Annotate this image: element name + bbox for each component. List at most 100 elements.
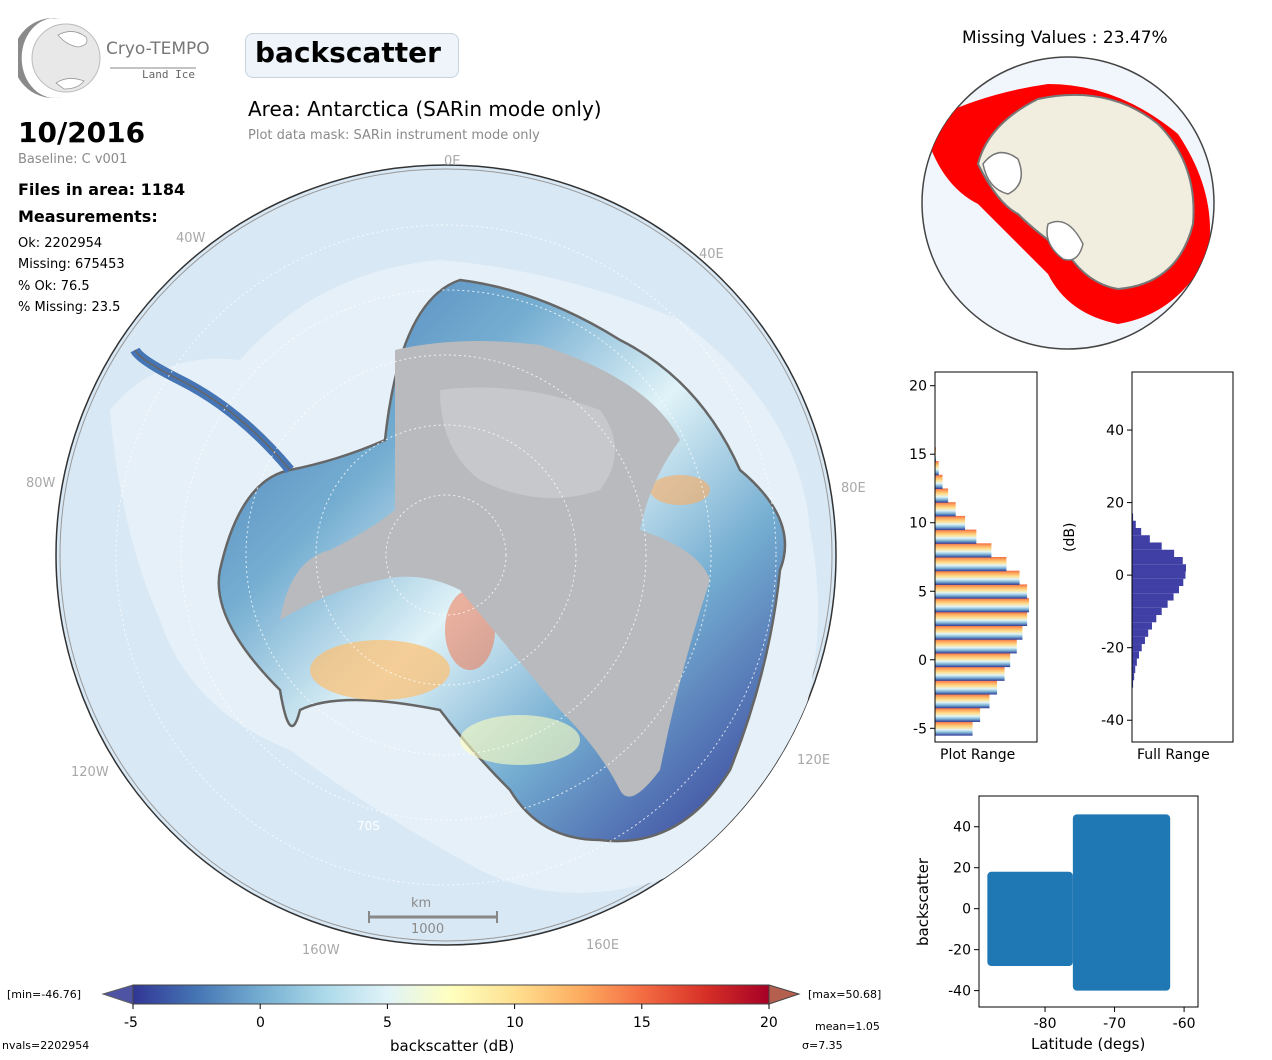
measurements-title: Measurements: [18,207,158,226]
main-map [55,164,837,946]
logo-subtitle: Land Ice [142,68,195,81]
lon-label-40e: 40E [699,247,724,262]
ok-count: Ok: 2202954 [18,236,103,251]
pct-ok: % Ok: 76.5 [18,279,90,294]
scatter-ytick: -20 [948,943,971,959]
scatter-ytick: -40 [948,984,971,1000]
full-range-ytick: -40 [1101,713,1124,729]
full-range-ytick: 40 [1106,423,1124,439]
colorbar-min: [min=-46.76] [7,988,82,1001]
plot-range-bar [935,721,973,736]
sigma-label: σ=7.35 [802,1039,843,1052]
full-range-bar [1132,527,1142,536]
full-range-bar [1132,549,1175,557]
cb-tick-10: 10 [506,1015,524,1031]
lon-label-160e: 160E [586,938,620,953]
scale-value: 1000 [411,922,445,937]
plot-range-bar [935,611,1028,627]
plot-range-bar [935,598,1029,613]
plot-range-bar [935,652,1011,668]
inset-title: Missing Values : 23.47% [962,28,1168,48]
pct-missing: % Missing: 23.5 [18,300,121,315]
plot-range-bar [935,488,949,503]
lon-label-120w: 120W [71,765,109,780]
plot-range-bar [935,529,977,544]
full-range-bar [1132,557,1183,565]
scatter-ylabel: backscatter [914,857,932,946]
plot-range-ytick: 0 [918,653,927,669]
full-range-bar [1132,665,1136,674]
full-range-bar [1132,636,1145,645]
plot-range-ytick: 5 [918,584,927,600]
variable-title-box [245,33,459,78]
full-range-bar [1132,513,1134,521]
variable-title: backscatter [255,36,441,69]
full-range-bar [1132,542,1162,550]
latitude-scatter: -80 -70 -60 40 20 0 -20 -40 [948,795,1199,1032]
full-range-bar [1132,586,1179,594]
missing-values-inset [921,56,1215,350]
files-label: Files in area: 1184 [18,180,186,199]
full-range-bar [1132,622,1152,630]
full-range-bar [1132,607,1162,616]
plot-range-bar [935,680,998,695]
full-range-bar [1132,535,1150,543]
plot-range-bar [935,639,1017,654]
graticule [115,224,777,886]
scatter-xtick: -70 [1103,1016,1126,1032]
missing-count: Missing: 675453 [18,257,125,272]
scatter-ytick: 40 [953,820,971,836]
lon-label-40w: 40W [176,231,206,246]
full-range-bar [1132,571,1186,579]
full-range-bar [1132,615,1157,623]
plot-range-bar [935,570,1020,585]
plot-range-bar [935,543,992,558]
plot-range-ytick: 20 [909,379,927,395]
lon-label-80e: 80E [841,481,866,496]
area-title: Area: Antarctica (SARin mode only) [248,97,602,121]
plot-range-bar [935,666,1005,681]
full-range-ytick: 20 [1106,496,1124,512]
plot-range-ytick: 10 [909,516,927,532]
scatter-ytick: 20 [953,861,971,877]
scatter-point-cloud [987,871,1073,967]
plot-range-histogram: 20 15 10 5 0 -5 [909,371,1038,743]
full-range-ylabel: (dB) [1062,522,1078,552]
nvals-label: nvals=2202954 [2,1039,90,1052]
scatter-xtick: -80 [1034,1016,1057,1032]
lon-label-0e: 0E [444,154,461,169]
scale-unit: km [411,896,432,911]
plot-range-xlabel: Plot Range [940,747,1016,763]
cb-tick-20: 20 [760,1015,778,1031]
full-range-bar [1132,600,1168,608]
full-range-xlabel: Full Range [1137,747,1210,763]
full-range-bar [1132,651,1140,659]
logo: Cryo-TEMPO Land Ice [13,15,210,100]
plot-range-bar [935,474,943,489]
plot-range-bar [935,557,1007,572]
scale-bar [368,911,498,923]
lat-label-70s: 70S [357,819,380,833]
cb-tick-5: 5 [383,1015,392,1031]
full-range-bar [1132,593,1174,601]
plot-range-bar [935,584,1028,599]
full-range-ytick: -20 [1101,641,1124,657]
full-range-bar [1132,629,1149,637]
plot-range-ytick: 15 [909,447,927,463]
plot-range-bar [935,694,990,709]
mean-label: mean=1.05 [815,1020,880,1033]
baseline-label: Baseline: C v001 [18,152,128,167]
colorbar [101,984,801,1009]
scatter-ytick: 0 [962,902,971,918]
logo-graphic [13,17,196,99]
lon-label-120e: 120E [797,753,831,768]
full-range-histogram: 40 20 0 -20 -40 [1101,371,1234,743]
full-range-ytick: 0 [1115,568,1124,584]
lon-label-80w: 80W [26,476,56,491]
full-range-bar [1132,564,1186,572]
colorbar-label: backscatter (dB) [390,1037,515,1055]
plot-range-bar [935,707,981,722]
scatter-point-cloud [1072,814,1171,991]
full-range-bar [1132,680,1134,688]
cb-tick-0: 0 [256,1015,265,1031]
